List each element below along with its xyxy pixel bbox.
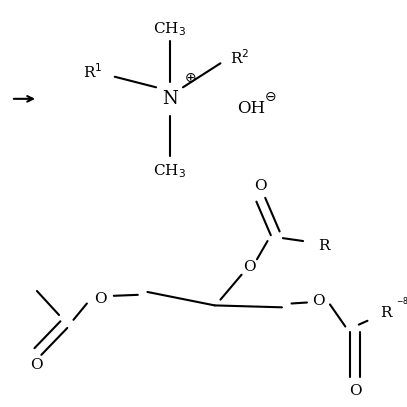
Text: O: O: [312, 293, 325, 308]
Text: N: N: [162, 90, 177, 108]
Text: R: R: [318, 239, 330, 253]
Text: O: O: [30, 358, 42, 372]
Text: R$^1$: R$^1$: [83, 63, 102, 81]
Text: R: R: [380, 306, 392, 320]
Text: $\oplus$: $\oplus$: [184, 71, 197, 85]
Text: $^{-8}$: $^{-8}$: [396, 297, 407, 306]
Text: $\ominus$: $\ominus$: [264, 90, 277, 104]
Text: OH: OH: [237, 100, 265, 117]
Text: CH$_3$: CH$_3$: [153, 20, 186, 37]
Text: O: O: [94, 292, 107, 306]
Text: R$^2$: R$^2$: [230, 48, 249, 67]
Text: O: O: [254, 179, 267, 193]
Text: O: O: [349, 384, 361, 398]
Text: O: O: [243, 260, 256, 274]
Text: CH$_3$: CH$_3$: [153, 162, 186, 180]
